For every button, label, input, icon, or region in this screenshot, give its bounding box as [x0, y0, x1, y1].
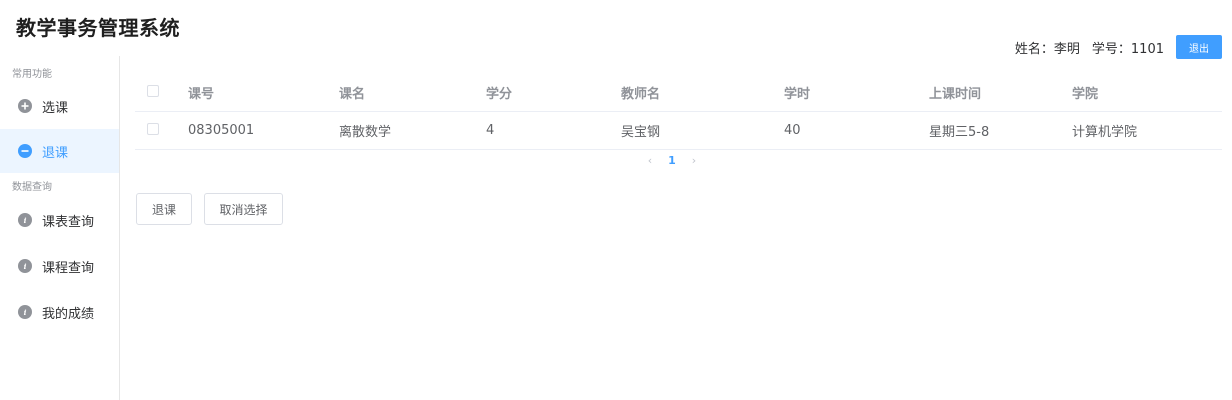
sidebar-group-common: 常用功能	[12, 69, 52, 80]
user-name-block: 姓名：李明	[1015, 38, 1080, 57]
info-circle-icon: i	[18, 213, 32, 227]
column-header: 课名	[339, 87, 366, 102]
student-id: 1101	[1130, 41, 1164, 57]
app-title: 教学事务管理系统	[16, 16, 180, 40]
next-page-button[interactable]: ›	[691, 154, 697, 167]
table-cell: 40	[784, 123, 801, 138]
withdraw-course-button[interactable]: 退课	[136, 193, 192, 225]
sidebar-group-query: 数据查询	[12, 182, 52, 193]
minus-circle-icon	[18, 144, 32, 158]
sidebar-item-timetable-query[interactable]: i 课表查询	[0, 198, 119, 242]
column-header: 学院	[1072, 87, 1099, 102]
column-header: 学分	[486, 87, 513, 102]
sidebar-item-label: 退课	[42, 145, 69, 161]
sidebar-item-drop-course[interactable]: 退课	[0, 129, 119, 173]
sidebar-item-my-grades[interactable]: i 我的成绩	[0, 290, 119, 334]
sidebar-item-course-query[interactable]: i 课程查询	[0, 244, 119, 288]
table-cell: 4	[486, 123, 495, 138]
course-table: 课号 课名 学分 教师名 学时 上课时间 学院 08305001 离散数学 4 …	[135, 74, 1222, 150]
table-header: 课号 课名 学分 教师名 学时 上课时间 学院	[135, 74, 1222, 112]
student-id-label: 学号：	[1091, 41, 1131, 57]
column-header: 教师名	[621, 87, 661, 102]
table-cell: 星期三5-8	[929, 125, 990, 140]
row-checkbox[interactable]	[147, 122, 159, 135]
sidebar-item-label: 选课	[42, 100, 69, 116]
select-all-checkbox[interactable]	[147, 84, 159, 97]
column-header: 学时	[784, 87, 811, 102]
sidebar-item-select-course[interactable]: 选课	[0, 84, 119, 128]
svg-text:i: i	[24, 262, 27, 270]
table-cell: 08305001	[188, 123, 255, 138]
sidebar-item-label: 我的成绩	[42, 306, 95, 322]
pagination: ‹ 1 ›	[640, 154, 704, 167]
svg-text:i: i	[24, 216, 27, 224]
table-row[interactable]: 08305001 离散数学 4 吴宝钢 40 星期三5-8 计算机学院	[135, 112, 1222, 150]
page-number-current[interactable]: 1	[668, 154, 676, 167]
column-header: 上课时间	[929, 87, 982, 102]
column-header: 课号	[188, 87, 215, 102]
sidebar: 常用功能 选课 退课 数据查询 i 课表查询 i 课程查询 i 我的成绩	[0, 56, 120, 400]
sidebar-item-label: 课程查询	[42, 260, 95, 276]
info-circle-icon: i	[18, 259, 32, 273]
prev-page-button[interactable]: ‹	[647, 154, 653, 167]
user-info-bar: 姓名：李明 学号：1101 退出	[1015, 35, 1222, 59]
sidebar-item-label: 课表查询	[42, 214, 95, 230]
info-circle-icon: i	[18, 305, 32, 319]
table-cell: 离散数学	[339, 125, 392, 140]
user-id-block: 学号：1101	[1092, 38, 1164, 57]
clear-selection-button[interactable]: 取消选择	[204, 193, 283, 225]
logout-button[interactable]: 退出	[1176, 35, 1222, 59]
table-cell: 计算机学院	[1072, 125, 1138, 140]
svg-text:i: i	[24, 308, 27, 316]
user-name: 李明	[1053, 41, 1080, 57]
plus-circle-icon	[18, 99, 32, 113]
name-label: 姓名：	[1014, 41, 1054, 57]
table-cell: 吴宝钢	[621, 125, 661, 140]
action-bar: 退课 取消选择	[136, 193, 283, 225]
